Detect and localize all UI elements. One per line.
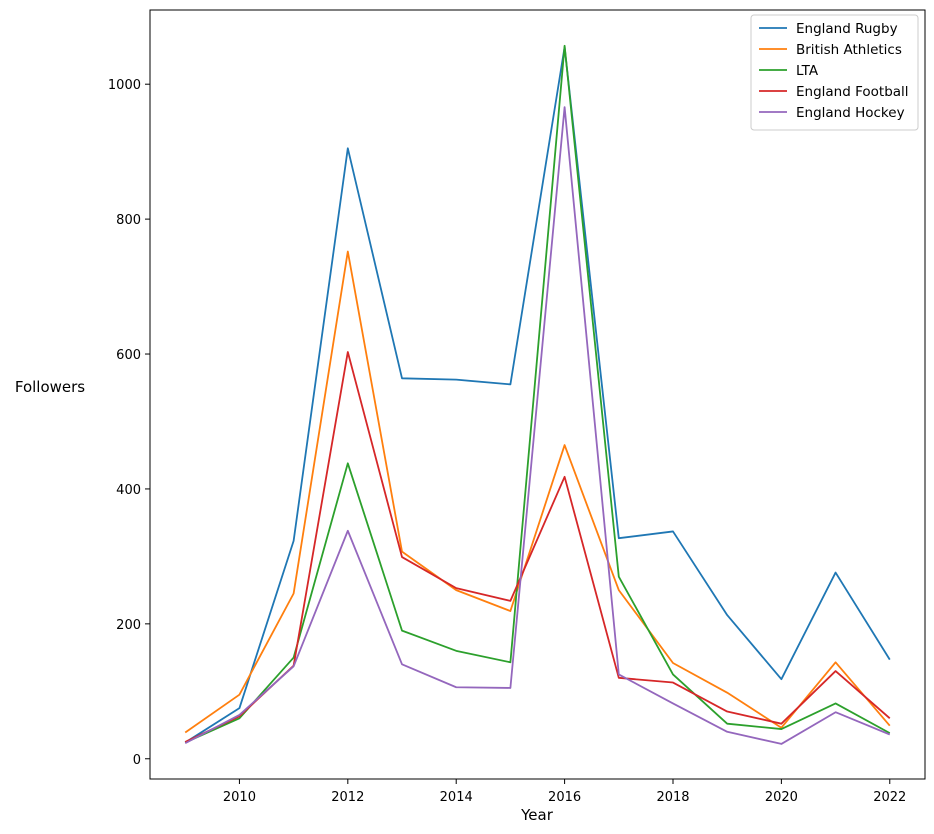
series-layer: [184, 44, 891, 745]
legend-label: British Athletics: [796, 42, 902, 58]
x-axis-ticks: 2010 2012 2014 2016 2018 2020 2022: [223, 779, 906, 805]
legend-label: England Football: [796, 84, 909, 100]
x-tick-label: 2022: [873, 790, 906, 805]
x-tick-label: 2016: [548, 790, 581, 805]
x-tick-label: 2012: [331, 790, 364, 805]
series-line-england-football: [184, 351, 891, 743]
y-tick-label: 0: [133, 753, 141, 768]
y-tick-label: 1000: [108, 78, 141, 93]
legend-label: England Hockey: [796, 105, 905, 121]
x-tick-label: 2010: [223, 790, 256, 805]
x-axis-label: Year: [520, 806, 554, 824]
series-line-england-hockey: [184, 106, 891, 745]
x-tick-label: 2014: [440, 790, 473, 805]
x-tick-label: 2020: [765, 790, 798, 805]
series-line-lta: [184, 44, 891, 744]
legend: England Rugby British Athletics LTA England…: [750, 14, 919, 131]
series-line-england-rugby: [184, 46, 891, 744]
legend-label: England Rugby: [796, 21, 898, 37]
x-tick-label: 2018: [656, 790, 689, 805]
y-tick-label: 400: [116, 483, 141, 498]
legend-box: [750, 14, 919, 131]
legend-label: LTA: [796, 63, 819, 79]
y-axis-ticks: 0 200 400 600 800 1000: [108, 78, 150, 768]
y-tick-label: 200: [116, 618, 141, 633]
y-tick-label: 600: [116, 348, 141, 363]
y-tick-label: 800: [116, 213, 141, 228]
plot-frame: [149, 9, 926, 780]
y-axis-label: Followers: [15, 378, 85, 396]
